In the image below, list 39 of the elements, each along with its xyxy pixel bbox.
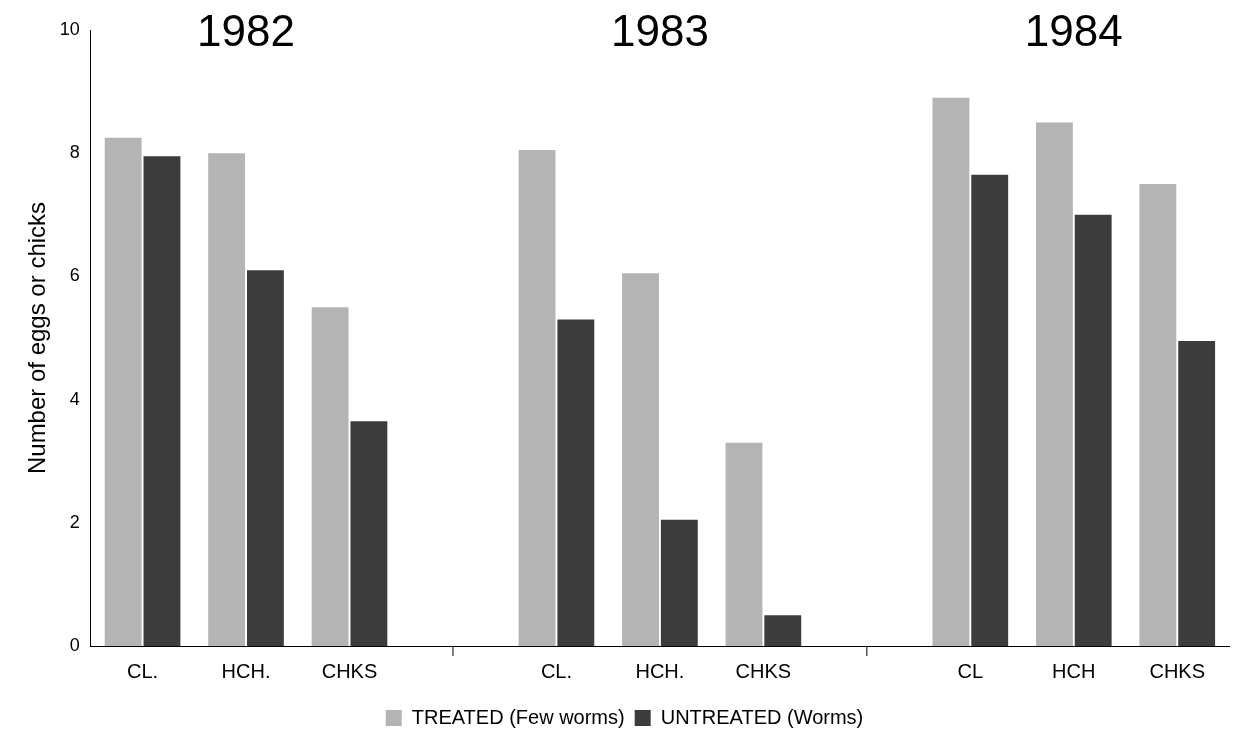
bar xyxy=(725,442,763,646)
annotation: 1984 xyxy=(1024,6,1123,56)
x-tick-label: CHKS xyxy=(735,659,792,682)
annotation: 1982 xyxy=(197,6,295,56)
bar xyxy=(971,174,1009,646)
y-tick-label: 4 xyxy=(69,388,80,409)
y-axis-title: Number of eggs or chicks xyxy=(23,201,51,475)
bar xyxy=(660,519,698,646)
bar xyxy=(350,421,388,646)
bar xyxy=(143,156,181,646)
legend-label: UNTREATED (Worms) xyxy=(660,705,864,728)
bar xyxy=(557,319,595,646)
x-tick-label: HCH. xyxy=(635,659,685,682)
y-tick-label: 6 xyxy=(69,265,80,286)
bar xyxy=(518,150,556,646)
bar xyxy=(932,97,970,646)
y-tick-label: 0 xyxy=(69,634,80,655)
bar xyxy=(208,153,246,646)
x-tick-label: CL. xyxy=(126,659,159,682)
bar xyxy=(247,270,284,646)
y-tick-label: 2 xyxy=(69,511,80,532)
bar xyxy=(1178,341,1216,646)
bar xyxy=(311,307,349,646)
y-tick-label: 10 xyxy=(59,18,80,39)
bar xyxy=(622,273,659,646)
bar xyxy=(1139,184,1177,646)
annotation: 1983 xyxy=(610,6,709,56)
x-tick-label: HCH. xyxy=(221,659,271,682)
bar xyxy=(764,615,802,646)
legend-label: TREATED (Few worms) xyxy=(411,705,625,728)
x-tick-label: CHKS xyxy=(321,659,378,682)
x-tick-label: CL. xyxy=(540,659,572,682)
bar xyxy=(1035,122,1073,646)
bar xyxy=(104,137,142,646)
x-tick-label: HCH xyxy=(1052,659,1096,682)
bar xyxy=(1074,214,1112,646)
x-tick-label: CL xyxy=(957,659,984,682)
y-tick-label: 8 xyxy=(69,142,80,163)
x-tick-label: CHKS xyxy=(1149,659,1206,682)
